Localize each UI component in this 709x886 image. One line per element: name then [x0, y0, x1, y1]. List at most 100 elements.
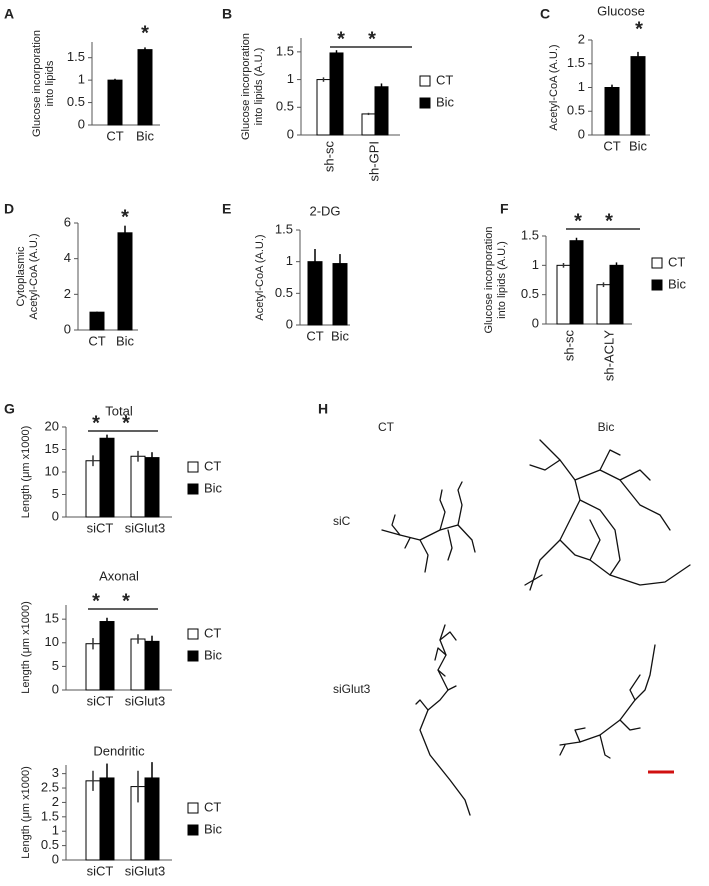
bar: [329, 52, 344, 136]
bar: [117, 232, 133, 331]
significance-star: *: [121, 206, 129, 228]
bar: [89, 311, 105, 331]
y-tick-label: 0: [287, 126, 294, 141]
y-tick-label: 1: [287, 71, 294, 86]
y-tick-label: 10: [45, 634, 59, 649]
y-axis-label: Length (μm x1000): [20, 601, 32, 694]
legend-swatch: [651, 279, 663, 291]
x-tick-label: CT: [88, 333, 105, 348]
legend-swatch: [187, 802, 199, 814]
bar: [604, 87, 620, 136]
y-tick-label: 1: [578, 79, 585, 94]
bar: [85, 460, 101, 518]
panel-label: F: [500, 201, 509, 217]
legend-label: CT: [436, 72, 453, 87]
y-tick-label: 2.5: [41, 779, 59, 794]
y-axis-label: Glucose incorporation: [240, 33, 252, 140]
y-tick-label: 2: [578, 31, 585, 46]
y-tick-label: 1.5: [67, 49, 85, 64]
chart-title: Dendritic: [93, 743, 145, 758]
legend-swatch: [187, 628, 199, 640]
bar: [144, 640, 160, 691]
panel-label: D: [4, 201, 14, 217]
row-label: siGlut3: [333, 682, 371, 696]
x-tick-label: Bic: [116, 333, 135, 348]
y-tick-label: 1.5: [276, 43, 294, 58]
bar: [596, 284, 611, 325]
x-tick-label: CT: [306, 328, 323, 343]
y-axis-label: into lipids (A.U.): [496, 241, 508, 319]
chart-title: 2-DG: [309, 203, 340, 218]
y-tick-label: 0: [78, 116, 85, 131]
panel-label: B: [222, 6, 232, 22]
x-tick-label: siCT: [87, 520, 114, 535]
legend-label: Bic: [436, 94, 455, 109]
y-tick-label: 0.5: [67, 94, 85, 109]
bar: [609, 264, 624, 325]
y-tick-label: 2: [52, 794, 59, 809]
legend-swatch: [419, 97, 431, 109]
x-tick-label: Bic: [136, 128, 155, 143]
y-tick-label: 3: [52, 765, 59, 780]
y-tick-label: 0: [52, 508, 59, 523]
bar: [144, 457, 160, 518]
panel-label: C: [540, 6, 550, 22]
chart-title: Axonal: [99, 568, 139, 583]
x-tick-label: siCT: [87, 863, 114, 878]
y-tick-label: 6: [64, 214, 71, 229]
y-tick-label: 0: [286, 316, 293, 331]
x-tick-label: siGlut3: [125, 863, 165, 878]
y-axis-label: Acetyl-CoA (A.U.): [254, 234, 266, 320]
neuron-image: [381, 439, 691, 816]
x-tick-label: sh-ACLY: [601, 330, 616, 381]
bar: [85, 643, 101, 691]
legend-swatch: [187, 650, 199, 662]
x-tick-label: siGlut3: [125, 693, 165, 708]
y-tick-label: 1.5: [41, 808, 59, 823]
y-tick-label: 0.5: [41, 837, 59, 852]
y-tick-label: 1: [532, 257, 539, 272]
legend-label: CT: [668, 254, 685, 269]
panel-label: E: [222, 201, 231, 217]
legend-label: Bic: [204, 821, 223, 836]
significance-star: *: [635, 18, 643, 40]
bar: [99, 621, 115, 691]
bar: [130, 638, 146, 691]
y-tick-label: 10: [45, 463, 59, 478]
y-tick-label: 2: [64, 286, 71, 301]
legend-swatch: [187, 483, 199, 495]
y-tick-label: 0.5: [275, 285, 293, 300]
y-axis-label: Glucose incorporation: [483, 226, 495, 333]
legend-label: Bic: [204, 480, 223, 495]
y-tick-label: 15: [45, 611, 59, 626]
y-tick-label: 0.5: [276, 99, 294, 114]
bar: [130, 455, 146, 518]
x-tick-label: CT: [603, 138, 620, 153]
bar: [374, 86, 389, 136]
significance-star: *: [368, 28, 376, 50]
significance-star: *: [337, 28, 345, 50]
y-tick-label: 1.5: [567, 55, 585, 70]
significance-star: *: [122, 590, 130, 612]
legend-label: Bic: [668, 276, 687, 291]
panel-label: A: [4, 6, 14, 22]
x-tick-label: siCT: [87, 693, 114, 708]
y-axis-label: into lipids: [44, 60, 56, 106]
y-tick-label: 1: [286, 253, 293, 268]
x-tick-label: sh-sc: [321, 141, 336, 173]
x-tick-label: sh-GPI: [366, 141, 381, 181]
bar: [630, 56, 646, 136]
significance-star: *: [92, 590, 100, 612]
y-tick-label: 1: [52, 823, 59, 838]
legend-swatch: [187, 824, 199, 836]
column-label: Bic: [598, 420, 615, 434]
y-axis-label: Length (μm x1000): [20, 766, 32, 859]
legend-swatch: [651, 257, 663, 269]
legend-label: CT: [204, 458, 221, 473]
bar: [107, 79, 123, 126]
y-axis-label: Acetyl-CoA (A.U.): [28, 233, 40, 319]
x-tick-label: sh-sc: [561, 330, 576, 362]
y-tick-label: 5: [52, 486, 59, 501]
y-axis-label: into lipids (A.U.): [253, 48, 265, 126]
